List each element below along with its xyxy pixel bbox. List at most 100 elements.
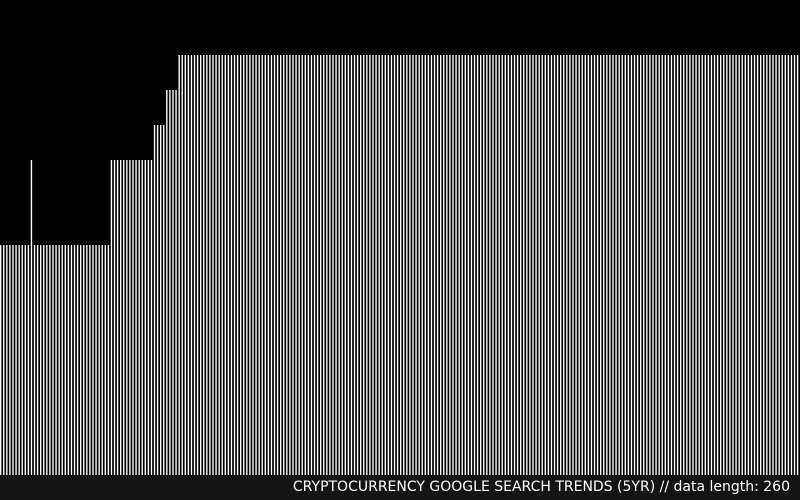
chart-bar	[21, 245, 23, 500]
chart-bar	[335, 55, 337, 500]
chart-bar	[680, 55, 682, 500]
chart-bar	[150, 160, 153, 500]
chart-bar	[590, 55, 593, 500]
chart-bar	[569, 55, 571, 500]
chart-bar	[772, 55, 774, 500]
chart-bar	[218, 55, 220, 500]
chart-bar	[141, 160, 143, 500]
chart-bar	[498, 55, 500, 500]
chart-bar	[409, 55, 411, 500]
chart-bar	[486, 55, 488, 500]
chart-bar	[49, 245, 51, 500]
chart-bar	[236, 55, 239, 500]
chart-bar	[27, 245, 30, 500]
chart-bar	[664, 55, 666, 500]
chart-bar	[790, 55, 793, 500]
chart-bar	[523, 55, 525, 500]
chart-bar	[120, 160, 122, 500]
chart-bar	[187, 55, 190, 500]
chart-bar	[421, 55, 423, 500]
chart-bar	[513, 55, 516, 500]
chart-bar	[240, 55, 242, 500]
chart-bar	[353, 55, 356, 500]
chart-bar	[18, 245, 20, 500]
chart-bar	[206, 55, 208, 500]
chart-bar	[203, 55, 205, 500]
chart-bar	[276, 55, 279, 500]
chart-bar	[24, 245, 26, 500]
chart-bar	[698, 55, 700, 500]
chart-bar	[661, 55, 663, 500]
chart-bar	[750, 55, 753, 500]
chart-bar	[538, 55, 540, 500]
chart-bar	[273, 55, 276, 500]
chart-bar	[369, 55, 371, 500]
chart-bar	[566, 55, 568, 500]
chart-bar	[129, 160, 131, 500]
chart-bar	[320, 55, 322, 500]
chart-bar	[621, 55, 623, 500]
chart-bar	[452, 55, 454, 500]
chart-bar	[526, 55, 528, 500]
chart-bar	[6, 245, 8, 500]
chart-bar	[720, 55, 722, 500]
chart-bar	[80, 245, 82, 500]
chart-bar	[578, 55, 580, 500]
chart-bar	[553, 55, 556, 500]
chart-bar	[381, 55, 383, 500]
chart-bar	[323, 55, 325, 500]
chart-bar	[252, 55, 254, 500]
chart-bar	[61, 245, 63, 500]
chart-bar	[101, 245, 103, 500]
chart-bar	[670, 55, 673, 500]
chart-bar	[295, 55, 297, 500]
chart-bar	[627, 55, 630, 500]
chart-bar	[107, 245, 110, 500]
chart-bar	[366, 55, 368, 500]
chart-bar	[686, 55, 688, 500]
chart-bar	[138, 160, 140, 500]
chart-bar	[470, 55, 473, 500]
chart-bar	[387, 55, 390, 500]
chart-bar	[329, 55, 331, 500]
chart-bar	[267, 55, 270, 500]
chart-bar	[575, 55, 577, 500]
chart-bar	[483, 55, 485, 500]
chart-bar	[292, 55, 294, 500]
chart-bar	[313, 55, 316, 500]
chart-bar	[584, 55, 586, 500]
chart-bar	[233, 55, 236, 500]
chart-bar	[86, 245, 88, 500]
chart-bar	[753, 55, 756, 500]
chart-bar	[92, 245, 94, 500]
chart-bar	[704, 55, 706, 500]
chart-bar	[744, 55, 746, 500]
chart-bar	[95, 245, 97, 500]
chart-bar	[378, 55, 380, 500]
chart-bar	[270, 55, 273, 500]
chart-bar	[550, 55, 553, 500]
chart-bar	[332, 55, 334, 500]
chart-bar	[458, 55, 460, 500]
chart-bar	[200, 55, 202, 500]
chart-bar	[64, 245, 66, 500]
chart-bar	[243, 55, 245, 500]
chart-bar	[763, 55, 765, 500]
chart-bar	[403, 55, 405, 500]
chart-bar	[593, 55, 596, 500]
chart-bar	[40, 245, 42, 500]
chart-bar	[178, 55, 180, 500]
chart-bar	[433, 55, 436, 500]
chart-bar	[581, 55, 583, 500]
chart-bar	[741, 55, 743, 500]
chart-bar	[212, 55, 214, 500]
chart-bar	[230, 55, 233, 500]
chart-bar	[372, 55, 374, 500]
chart-bar	[701, 55, 703, 500]
chart-bar	[264, 55, 266, 500]
chart-bar	[710, 55, 713, 500]
chart-bar	[603, 55, 605, 500]
chart-bar	[692, 55, 694, 500]
